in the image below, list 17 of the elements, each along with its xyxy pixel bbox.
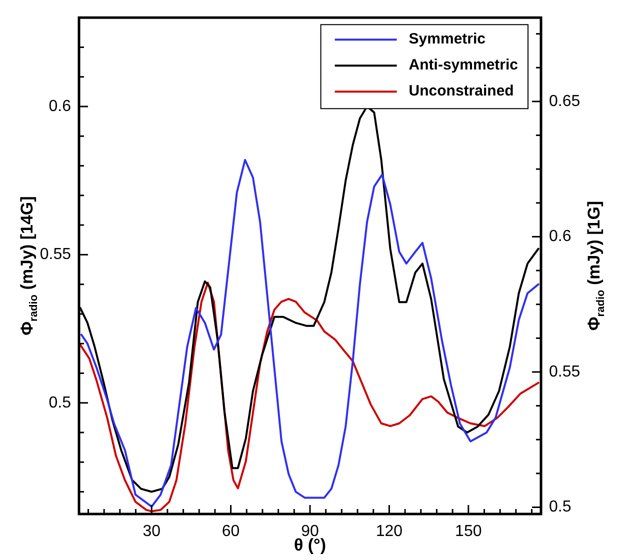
x-tick-label: 120 [376,523,403,540]
legend-label: Symmetric [408,30,486,48]
y2-axis-title: Φradio (mJy) [1G] [584,200,608,331]
x-tick-label: 150 [455,523,482,540]
y2-tick-label: 0.65 [549,92,580,110]
y2-tick-label: 0.55 [549,363,580,380]
x-axis-title: θ (°) [294,536,326,555]
y-tick-label: 0.6 [48,98,72,115]
x-tick-label: 30 [142,523,161,540]
x-tick-label: 60 [222,523,240,540]
legend-label: Unconstrained [408,82,514,100]
y-tick-label: 0.5 [48,394,72,412]
y-axis-title: Φradio (mJy) [14G] [18,196,40,336]
y-tick-label: 0.55 [40,246,72,264]
legend-label: Anti-symmetric [408,56,518,74]
y2-tick-label: 0.6 [549,228,572,246]
y2-tick-label: 0.5 [549,498,572,516]
